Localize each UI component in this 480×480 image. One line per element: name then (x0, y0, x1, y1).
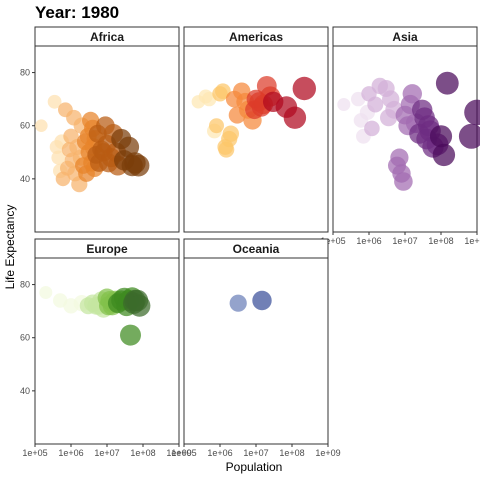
data-point (128, 294, 151, 317)
data-point (458, 123, 480, 149)
data-point (429, 125, 453, 148)
x-tick-label: 1e+06 (58, 448, 83, 458)
y-tick-label: 40 (20, 174, 30, 184)
y-axis-title: Life Expectancy (3, 205, 17, 290)
x-tick-label: 1e+07 (94, 448, 119, 458)
facet-label-africa: Africa (90, 30, 124, 44)
y-tick-label: 80 (20, 68, 30, 78)
facet-panel-europe: Europe 40 60 80 1e+05 1e+06 1e+07 1e+08 1e+09 (20, 238, 192, 458)
data-point (252, 290, 272, 311)
facet-panel-oceania: Oceania 1e+05 1e+06 1e+07 1e+08 1e+09 (171, 238, 341, 458)
x-tick-label: 1e+08 (428, 236, 453, 246)
data-point (39, 286, 53, 299)
x-tick-label: 1e+05 (320, 236, 345, 246)
data-point (394, 172, 413, 191)
x-tick-label: 1e+06 (207, 448, 232, 458)
data-point (464, 99, 480, 126)
x-tick-label: 1e+08 (130, 448, 155, 458)
x-tick-label: 1e+08 (279, 448, 304, 458)
facet-panels: Africa 40 60 80 Americas Asia 1e+05 1e+06 1e+07 1… (20, 26, 480, 458)
x-tick-label: 1e+09 (315, 448, 340, 458)
facet-panel-africa: Africa 40 60 80 (20, 26, 180, 233)
data-point (367, 96, 384, 113)
plot-area-oceania (183, 257, 329, 445)
data-point (402, 84, 422, 104)
data-point (215, 83, 231, 99)
x-tick-label: 1e+06 (356, 236, 381, 246)
x-tick-label: 1e+07 (243, 448, 268, 458)
x-tick-label: 1e+05 (22, 448, 47, 458)
data-point (337, 98, 351, 111)
data-point (222, 125, 239, 142)
x-axis-title: Population (226, 460, 283, 474)
x-tick-label: 1e+09 (464, 236, 480, 246)
data-point (120, 324, 141, 346)
x-tick-label: 1e+09 (166, 448, 191, 458)
y-tick-label: 40 (20, 386, 30, 396)
facet-panel-asia: Asia 1e+05 1e+06 1e+07 1e+08 1e+09 (320, 26, 480, 246)
data-point (35, 119, 48, 132)
plot-area-americas (183, 45, 329, 233)
y-tick-label: 80 (20, 280, 30, 290)
facet-label-oceania: Oceania (233, 242, 280, 256)
x-tick-label: 1e+05 (171, 448, 196, 458)
plot-area-asia (332, 45, 478, 233)
y-tick-label: 60 (20, 333, 30, 343)
facet-label-americas: Americas (229, 30, 283, 44)
y-tick-label: 60 (20, 121, 30, 131)
facet-label-europe: Europe (86, 242, 128, 256)
plot-area-europe (34, 257, 180, 445)
data-point (209, 118, 224, 134)
data-point (390, 148, 409, 167)
data-point (47, 94, 62, 109)
chart-title: Year: 1980 (35, 3, 119, 22)
data-point (51, 150, 66, 165)
facet-label-asia: Asia (392, 30, 418, 44)
data-point (292, 76, 316, 101)
data-point (364, 120, 380, 137)
data-point (127, 154, 150, 177)
data-point (229, 294, 247, 312)
facet-panel-americas: Americas (183, 26, 329, 233)
data-point (432, 143, 456, 167)
data-point (435, 71, 459, 95)
data-point (118, 136, 140, 158)
data-point (283, 106, 307, 129)
x-tick-label: 1e+07 (392, 236, 417, 246)
